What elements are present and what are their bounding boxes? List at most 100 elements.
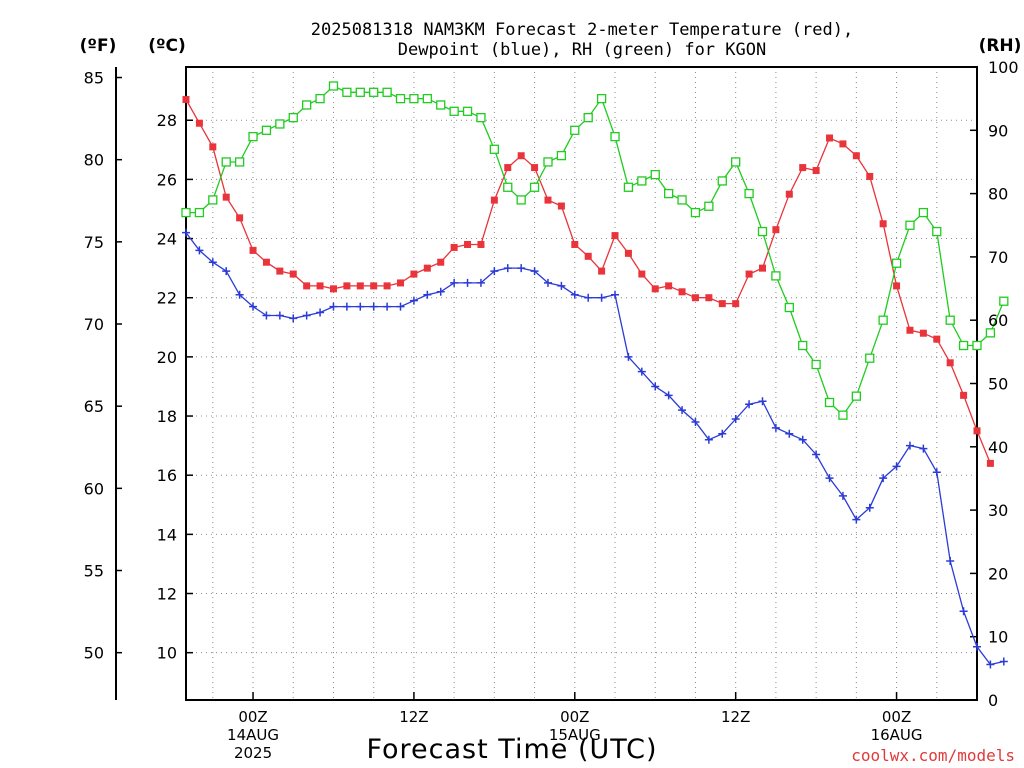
rh-point [208,195,218,205]
temperature-point [986,459,994,467]
rh-point [315,94,325,104]
rh-tick-label: 0 [988,691,998,710]
dewpoint-point [771,423,780,432]
temperature-point [249,246,257,254]
rh-tick-label: 70 [988,248,1008,267]
rh-point [342,87,352,97]
rh-point [731,157,741,167]
fahrenheit-tick-label: 60 [84,479,104,498]
fahrenheit-tick-label: 55 [84,562,104,581]
rh-point [328,81,339,91]
dewpoint-point [731,414,740,423]
celsius-tick-label: 26 [157,170,177,189]
temperature-point [343,282,351,290]
dewpoint-point [758,397,767,406]
temperature-point [933,335,941,343]
temperature-point [866,172,874,180]
tick-labels: 10 12 14 16 18 20 22 24 26 28 50 55 60 65 70 75 80 85 0 10 2… [84,58,1019,762]
rh-point [878,315,888,325]
dewpoint-point [530,267,539,276]
celsius-tick-label: 20 [157,348,177,367]
temperature-point [665,282,673,290]
dewpoint-point [356,302,365,311]
dewpoint-point [852,515,861,524]
dewpoint-point [611,290,620,299]
rh-point [623,182,634,192]
rh-tick-label: 40 [988,438,1008,457]
rh-point [972,340,982,351]
dewpoint-point [825,474,834,483]
grid-lines [186,67,978,700]
rh-point [234,157,245,167]
rh-point [704,201,714,211]
dewpoint-point [946,556,955,565]
temperature-point [289,270,297,278]
rh-point [288,112,298,123]
axes [115,66,978,701]
temperature-point [785,190,793,198]
rh-point [999,296,1009,306]
temperature-point [638,270,646,278]
temperature-point [262,258,270,266]
dewpoint-point [503,264,512,273]
rh-point [181,207,191,218]
dewpoint-point [302,311,311,320]
dewpoint-point [342,302,351,311]
celsius-tick-label: 28 [157,111,177,130]
temperature-point [906,326,914,334]
celsius-tick-label: 12 [157,585,177,604]
rh-point [395,94,406,104]
rh-point [516,195,526,205]
dewpoint-point [329,302,338,311]
temperature-point [651,285,659,293]
rh-point [194,207,205,218]
dewpoint-point [409,296,418,305]
x-tick-label: 2025 [234,744,272,762]
celsius-tick-label: 22 [157,289,177,308]
dewpoint-point [289,314,298,323]
temperature-point [879,220,887,228]
rh-point [489,144,500,154]
rh-point [610,131,620,142]
rh-point [556,150,567,161]
chart-subtitle: Dewpoint (blue), RH (green) for KGON [398,40,766,60]
temperature-point [464,240,472,248]
dewpoint-point [275,311,284,320]
rh-point [302,100,312,110]
temperature-point [718,300,726,308]
dewpoint-point [262,311,271,320]
rh-point [663,188,674,199]
rh-tick-label: 60 [988,311,1008,330]
dewpoint-point [664,391,673,400]
x-axis-label: Forecast Time (UTC) [366,734,657,765]
dewpoint-point [999,657,1008,666]
rh-point [744,188,754,199]
rh-point [851,391,861,401]
temperature-point [839,140,847,148]
rh-point [771,271,781,281]
rh-tick-label: 80 [988,185,1008,204]
dewpoint-point [316,308,325,317]
rh-point [596,94,607,104]
temperature-point [973,427,981,435]
temperature-point [571,240,579,248]
dewpoint-point [865,503,874,512]
temperature-point [423,264,431,272]
x-tick-label: 00Z [560,708,589,726]
dewpoint-point [986,660,995,669]
temperature-point [222,193,230,201]
rh-point [918,207,929,218]
temperature-point [691,294,699,302]
rh-point [757,226,768,237]
rh-point [476,112,486,123]
dewpoint-point [905,441,914,450]
dewpoint-point [182,228,190,237]
series-layer [181,81,1009,669]
dewpoint-point [436,287,445,296]
rh-point [261,125,272,135]
temperature-point [410,270,418,278]
rh-point [529,182,540,192]
dewpoint-point [222,267,231,276]
rh-point [932,226,942,237]
dewpoint-point [543,278,552,287]
